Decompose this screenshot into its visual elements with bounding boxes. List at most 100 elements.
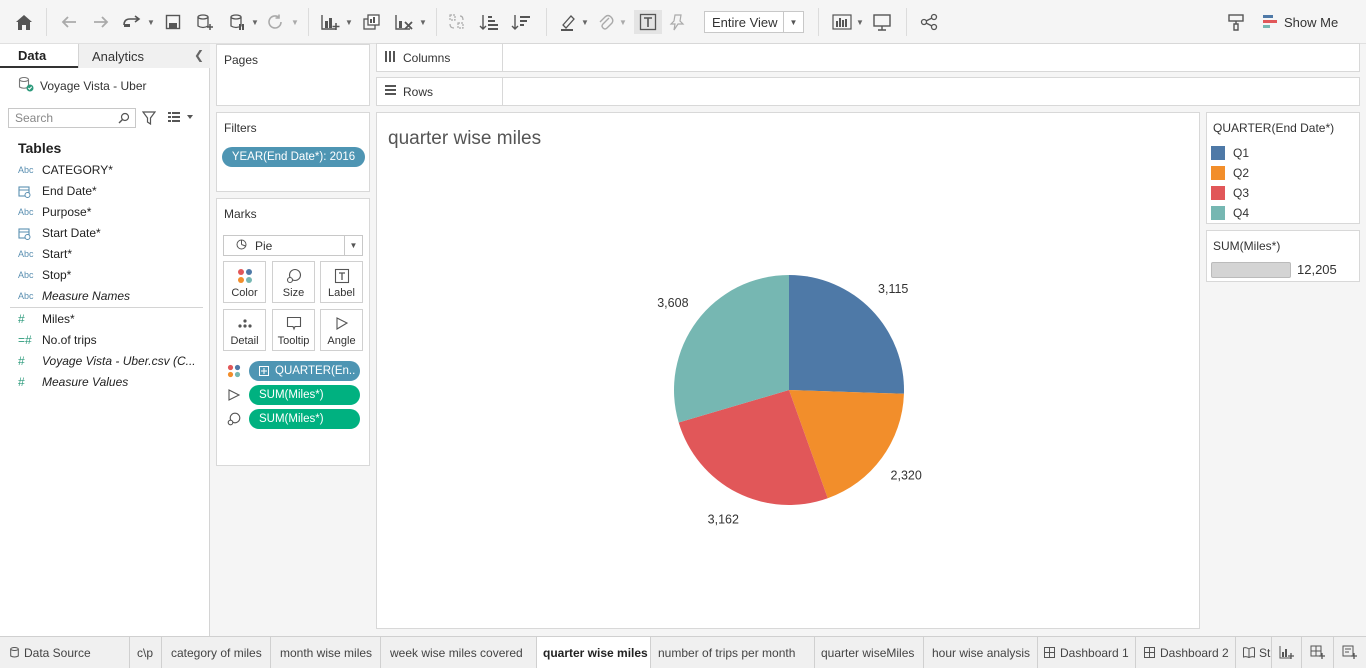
quarter-color-pill[interactable]: QUARTER(En.. <box>249 361 360 381</box>
pie-slice-q4[interactable] <box>674 275 789 423</box>
clear-sheet-icon[interactable] <box>392 10 416 34</box>
home-icon[interactable] <box>12 10 36 34</box>
redo-dropdown-icon[interactable] <box>120 10 144 34</box>
new-story-tab-icon[interactable] <box>1334 637 1366 668</box>
color-button[interactable]: Color <box>223 261 266 303</box>
color-field-row: QUARTER(En.. <box>227 361 360 381</box>
tab-sheet[interactable]: number of trips per month <box>651 637 815 668</box>
field-item[interactable]: # Measure Values <box>18 372 128 392</box>
redo-icon[interactable] <box>90 10 112 34</box>
new-worksheet-caret[interactable]: ▼ <box>345 17 353 27</box>
group-caret[interactable]: ▼ <box>619 17 627 27</box>
redo-caret[interactable]: ▼ <box>147 17 155 27</box>
calendar-icon <box>18 227 42 240</box>
field-item[interactable]: # Voyage Vista - Uber.csv (C... <box>18 351 196 371</box>
tab-sheet[interactable]: hour wise analysis <box>924 637 1038 668</box>
filter-icon[interactable] <box>141 111 157 128</box>
tab-sheet[interactable]: quarter wiseMiles <box>815 637 924 668</box>
refresh-icon[interactable] <box>264 10 286 34</box>
tab-dashboard[interactable]: Dashboard 1 <box>1038 637 1136 668</box>
size-legend[interactable]: SUM(Miles*) 12,205 <box>1206 230 1360 282</box>
show-me-label: Show Me <box>1284 14 1339 30</box>
highlight-icon[interactable] <box>556 10 580 34</box>
tab-dashboard[interactable]: Dashboard 2 <box>1136 637 1236 668</box>
filter-pill[interactable]: YEAR(End Date*): 2016 <box>222 147 365 167</box>
save-icon[interactable] <box>162 10 184 34</box>
tooltip-button[interactable]: Tooltip <box>272 309 315 351</box>
tab-sheet[interactable]: month wise miles <box>271 637 381 668</box>
filters-card[interactable]: Filters YEAR(End Date*): 2016 <box>216 112 370 192</box>
pause-updates-icon[interactable] <box>226 10 248 34</box>
sort-ascending-icon[interactable] <box>478 10 500 34</box>
tab-data-source[interactable]: Data Source <box>0 637 130 668</box>
field-item[interactable]: End Date* <box>18 181 97 201</box>
mark-type-dropdown[interactable]: Pie ▼ <box>223 235 363 256</box>
legend-item[interactable]: Q2 <box>1211 164 1249 182</box>
duplicate-sheet-icon[interactable] <box>360 10 384 34</box>
new-dashboard-tab-icon[interactable] <box>1302 637 1334 668</box>
pie-slice-q2[interactable] <box>789 390 904 499</box>
legend-item[interactable]: Q1 <box>1211 144 1249 162</box>
legend-item[interactable]: Q3 <box>1211 184 1249 202</box>
share-icon[interactable] <box>918 10 940 34</box>
swap-axes-icon[interactable] <box>446 10 468 34</box>
new-datasource-icon[interactable] <box>194 10 216 34</box>
pause-caret[interactable]: ▼ <box>251 17 259 27</box>
highlight-caret[interactable]: ▼ <box>581 17 589 27</box>
show-me-button[interactable]: Show Me <box>1262 12 1338 32</box>
group-icon[interactable] <box>594 10 618 34</box>
columns-shelf[interactable]: Columns <box>376 43 1360 72</box>
tab-story[interactable]: St <box>1236 637 1272 668</box>
expand-plus-icon[interactable] <box>259 366 275 376</box>
show-labels-icon[interactable] <box>634 10 662 34</box>
fit-dropdown[interactable]: Entire View ▼ <box>704 11 804 33</box>
tab-data[interactable]: Data <box>0 44 78 68</box>
datasource-item[interactable]: Voyage Vista - Uber <box>18 76 147 95</box>
color-legend[interactable]: QUARTER(End Date*) Q1 Q2 Q3 Q4 <box>1206 112 1360 224</box>
tab-sheet[interactable]: category of miles <box>162 637 271 668</box>
miles-angle-pill[interactable]: SUM(Miles*) <box>249 385 360 405</box>
field-item[interactable]: Abc Start* <box>18 244 72 264</box>
miles-size-pill[interactable]: SUM(Miles*) <box>249 409 360 429</box>
pie-slice-q1[interactable] <box>789 275 904 394</box>
tab-sheet[interactable]: c\p <box>130 637 162 668</box>
show-cards-icon[interactable] <box>830 10 854 34</box>
chevron-down-icon[interactable]: ▼ <box>344 236 362 255</box>
worksheet-view[interactable]: quarter wise miles 3,115 2,320 3,162 3,608 <box>376 112 1200 629</box>
new-worksheet-icon[interactable] <box>318 10 342 34</box>
field-item[interactable]: Abc Purpose* <box>18 202 91 222</box>
search-input[interactable]: Search <box>8 108 136 128</box>
view-options-icon[interactable] <box>167 111 195 126</box>
tab-analytics[interactable]: Analytics ❮ <box>78 44 210 68</box>
field-item[interactable]: =# No.of trips <box>18 330 97 350</box>
legend-item[interactable]: Q4 <box>1211 204 1249 222</box>
field-item[interactable]: Abc Measure Names <box>18 286 130 306</box>
sort-descending-icon[interactable] <box>510 10 532 34</box>
label-button[interactable]: Label <box>320 261 363 303</box>
field-item[interactable]: Abc CATEGORY* <box>18 160 113 180</box>
refresh-caret[interactable]: ▼ <box>291 17 299 27</box>
marks-title: Marks <box>224 207 257 221</box>
field-item[interactable]: Start Date* <box>18 223 101 243</box>
rows-shelf[interactable]: Rows <box>376 77 1360 106</box>
collapse-icon[interactable]: ❮ <box>193 48 204 62</box>
tab-sheet-active[interactable]: quarter wise miles <box>537 637 651 668</box>
undo-icon[interactable] <box>58 10 80 34</box>
label-icon <box>321 268 362 284</box>
angle-button[interactable]: Angle <box>320 309 363 351</box>
field-item[interactable]: # Miles* <box>18 309 75 329</box>
pie-chart[interactable]: 3,115 2,320 3,162 3,608 <box>377 113 1199 628</box>
show-cards-caret[interactable]: ▼ <box>856 17 864 27</box>
size-button[interactable]: Size <box>272 261 315 303</box>
clear-sheet-caret[interactable]: ▼ <box>419 17 427 27</box>
chevron-down-icon[interactable]: ▼ <box>783 12 803 32</box>
field-item[interactable]: Abc Stop* <box>18 265 71 285</box>
pages-card[interactable]: Pages <box>216 44 370 106</box>
pie-slice-q3[interactable] <box>678 390 828 505</box>
format-painter-icon[interactable] <box>1224 10 1248 34</box>
tab-sheet[interactable]: week wise miles covered <box>381 637 537 668</box>
new-worksheet-tab-icon[interactable] <box>1272 637 1302 668</box>
fix-axes-icon[interactable] <box>666 10 688 34</box>
presentation-mode-icon[interactable] <box>870 10 894 34</box>
detail-button[interactable]: Detail <box>223 309 266 351</box>
